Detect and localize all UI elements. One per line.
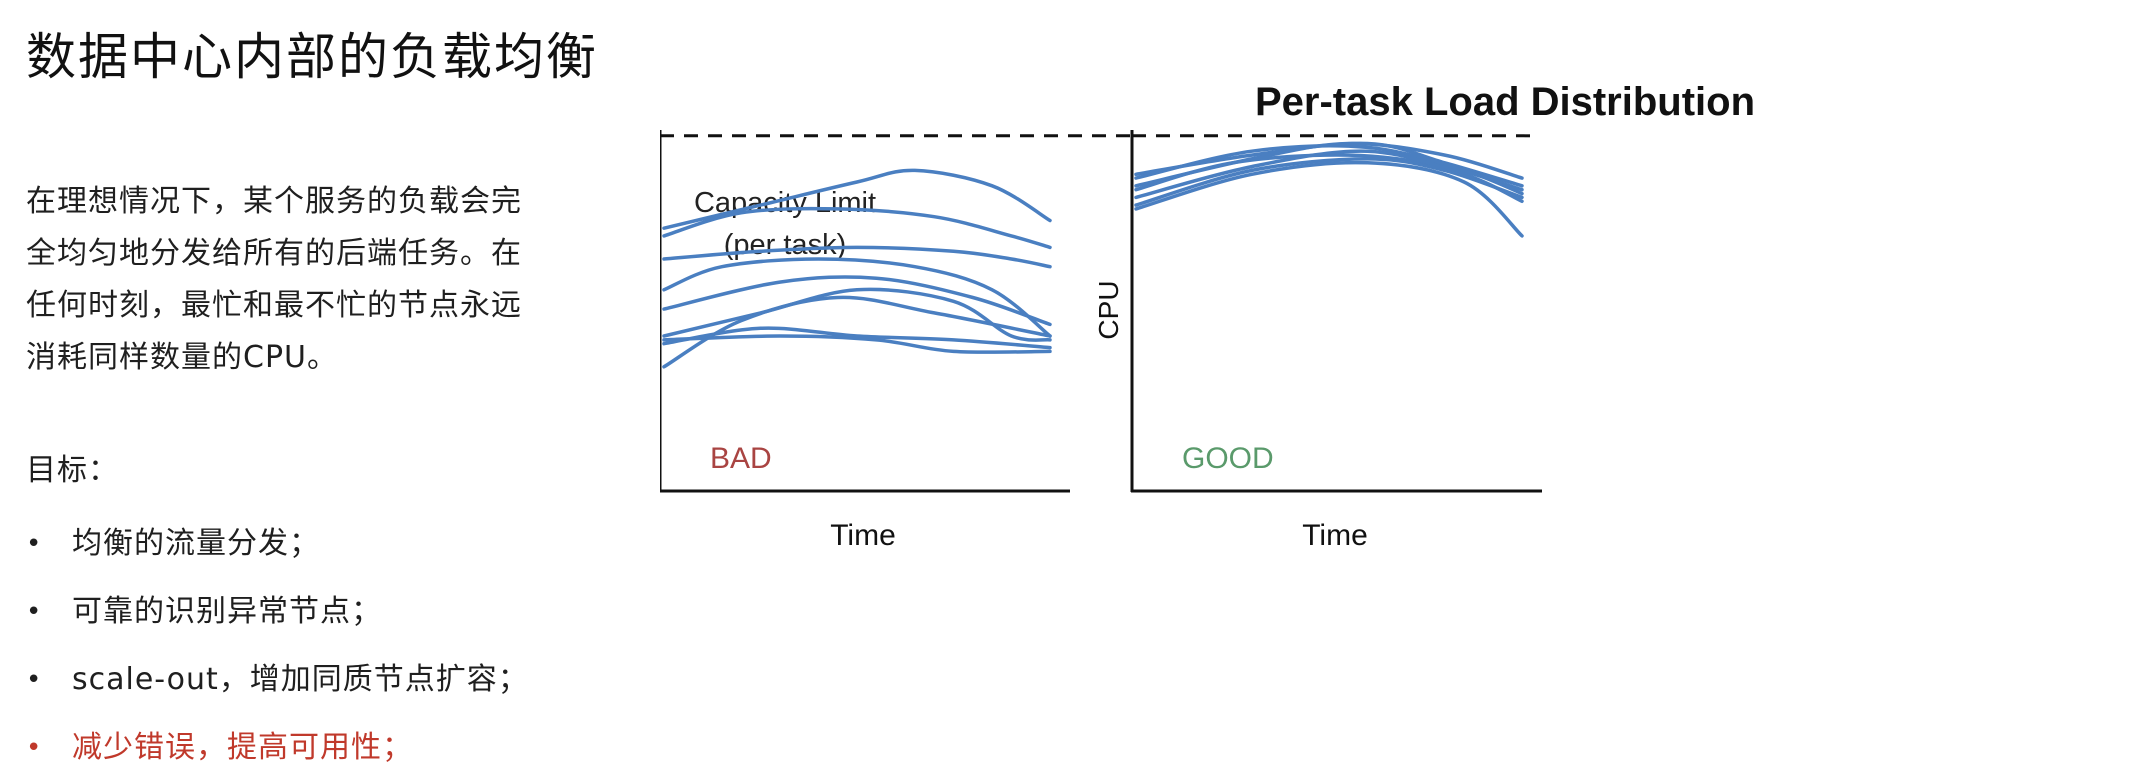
goal-item-text: 可靠的识别异常节点； bbox=[72, 594, 382, 629]
page-title: 数据中心内部的负载均衡 bbox=[26, 28, 598, 86]
capacity-limit-sublabel: (per task) bbox=[724, 229, 846, 261]
y-axis-label: CPU bbox=[1093, 280, 1124, 339]
series-line bbox=[1134, 160, 1524, 238]
goal-item-text: 减少错误，提高可用性； bbox=[72, 730, 413, 765]
good-label: GOOD bbox=[1182, 442, 1274, 475]
goal-item-highlighted: • 减少错误，提高可用性； bbox=[26, 714, 529, 782]
series-line bbox=[662, 326, 1052, 350]
paragraph-line: 在理想情况下，某个服务的负载会完 bbox=[26, 184, 522, 219]
paragraph-line: 全均匀地分发给所有的后端任务。在 bbox=[26, 236, 522, 271]
bullet-marker: • bbox=[26, 733, 43, 763]
good-panel: CPU Time GOOD bbox=[1093, 130, 1542, 552]
bullet-marker: • bbox=[26, 665, 43, 695]
intro-paragraph: 在理想情况下，某个服务的负载会完 全均匀地分发给所有的后端任务。在 任何时刻，最… bbox=[26, 176, 646, 384]
bullet-marker: • bbox=[26, 529, 43, 559]
series-line bbox=[662, 295, 1052, 369]
paragraph-line: 任何时刻，最忙和最不忙的节点永远 bbox=[26, 288, 522, 323]
paragraph-line: 消耗同样数量的CPU。 bbox=[26, 340, 338, 375]
goal-item: • 可靠的识别异常节点； bbox=[26, 578, 529, 646]
x-axis-label: Time bbox=[830, 519, 896, 552]
series-line bbox=[662, 334, 1052, 354]
goal-item: • 均衡的流量分发； bbox=[26, 510, 529, 578]
series-line bbox=[662, 287, 1052, 342]
series-line bbox=[662, 206, 1052, 250]
goal-item: • scale-out，增加同质节点扩容； bbox=[26, 646, 529, 714]
bullet-marker: • bbox=[26, 597, 43, 627]
series-line bbox=[662, 168, 1052, 230]
chart-title: Per-task Load Distribution bbox=[1255, 80, 1755, 124]
series-line bbox=[662, 275, 1052, 327]
load-distribution-chart: Per-task Load Distribution Capacity Limi… bbox=[660, 80, 1755, 552]
goals-list: • 均衡的流量分发； • 可靠的识别异常节点； • scale-out，增加同质… bbox=[26, 510, 529, 782]
goals-heading: 目标： bbox=[26, 453, 119, 488]
series-line bbox=[1134, 153, 1524, 192]
series-line bbox=[1134, 157, 1524, 207]
bad-panel: CPU Time BAD bbox=[660, 130, 1132, 552]
goal-item-text: scale-out，增加同质节点扩容； bbox=[72, 662, 529, 697]
x-axis-label: Time bbox=[1302, 519, 1368, 552]
series-line bbox=[662, 245, 1052, 269]
series-line bbox=[662, 257, 1052, 338]
goal-item-text: 均衡的流量分发； bbox=[72, 526, 320, 561]
bad-label: BAD bbox=[710, 442, 772, 475]
